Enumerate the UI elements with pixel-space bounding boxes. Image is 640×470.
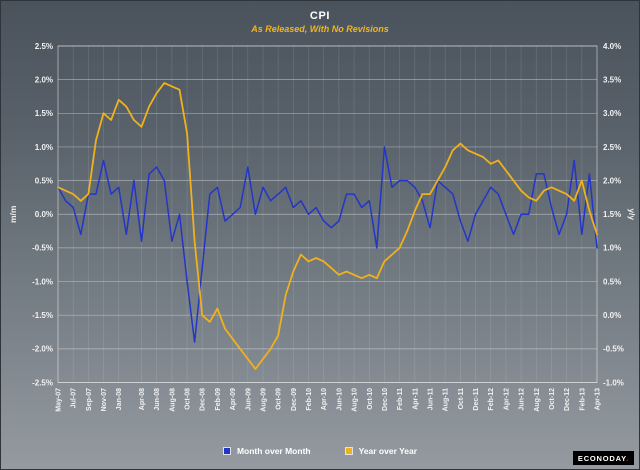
x-axis-tick-label: Nov-07: [101, 388, 108, 411]
x-axis-tick-label: Sep-07: [86, 388, 93, 411]
plot-border: [57, 45, 598, 383]
x-axis-tick-label: Dec-12: [564, 388, 571, 411]
right-axis-tick-label: -0.5%: [603, 345, 624, 354]
year-over-year-line: [57, 82, 598, 370]
legend: Month over Month Year over Year: [1, 446, 639, 456]
right-axis-tick-label: 1.5%: [603, 210, 621, 219]
left-axis-title: m/m: [8, 205, 18, 223]
x-axis-tick-label: Oct-08: [185, 388, 192, 410]
x-axis-tick-label: Dec-10: [382, 388, 389, 411]
chart-subtitle: As Released, With No Revisions: [251, 23, 389, 34]
left-axis-tick-label: -2.0%: [32, 345, 53, 354]
x-axis-tick-label: Jun-11: [427, 388, 434, 410]
econoday-logo-text: ECONODAY: [577, 454, 627, 463]
x-axis-tick-label: Dec-08: [200, 388, 207, 411]
x-axis-tick-label: Feb-10: [306, 388, 313, 411]
x-axis-tick-label: Jan-08: [116, 388, 123, 410]
x-axis-tick-label: Feb-11: [397, 388, 404, 410]
x-axis-tick-label: Oct-09: [276, 388, 283, 410]
chart-title: CPI: [309, 10, 331, 22]
x-axis-tick-label: Feb-13: [579, 388, 586, 411]
x-axis-tick-label: Oct-12: [549, 388, 556, 410]
right-axis-tick-label: 0.0%: [603, 311, 621, 320]
title-block: CPI As Released, With No Revisions: [1, 10, 639, 35]
x-axis-tick-label: Feb-09: [215, 388, 222, 411]
right-axis-tick-label: -1.0%: [603, 378, 624, 387]
x-axis-tick-label: Apr-11: [412, 388, 419, 410]
x-axis-tick-label: Apr-12: [503, 388, 510, 410]
x-axis-tick-label: Apr-10: [321, 388, 328, 410]
left-axis-tick-label: 2.0%: [35, 75, 53, 84]
right-axis-tick-label: 3.0%: [603, 109, 621, 118]
econoday-logo: ECONODAY.: [572, 451, 634, 465]
legend-item-year-over-year: Year over Year: [344, 446, 418, 456]
x-axis-tick-label: Oct-11: [458, 388, 465, 410]
month-over-month-line: [57, 146, 598, 343]
right-axis-title: y/y: [627, 208, 637, 220]
left-axis-tick-label: -1.5%: [32, 311, 53, 320]
x-axis-tick-label: Jun-10: [336, 388, 343, 411]
x-axis-tick-label: Jul-07: [71, 388, 78, 408]
x-axis-tick-label: Aug-11: [443, 388, 450, 411]
right-axis-tick-label: 3.5%: [603, 75, 621, 84]
x-axis-tick-label: Jun-08: [154, 388, 161, 411]
x-axis-tick-label: Aug-10: [352, 388, 359, 412]
month-over-month-swatch-icon: [222, 447, 231, 455]
legend-label-year-over-year: Year over Year: [358, 446, 418, 456]
legend-label-month-over-month: Month over Month: [236, 446, 311, 456]
left-axis-tick-label: -1.0%: [32, 277, 53, 286]
right-axis-tick-label: 0.5%: [603, 277, 621, 286]
left-axis-tick-label: 1.5%: [35, 109, 53, 118]
right-axis-tick-label: 2.0%: [603, 176, 621, 185]
right-axis-tick-label: 1.0%: [603, 244, 621, 253]
left-axis-tick-label: -2.5%: [32, 378, 53, 387]
x-axis-tick-label: Dec-11: [473, 388, 480, 411]
x-axis-tick-label: Aug-09: [260, 388, 267, 412]
right-axis-tick-label: 4.0%: [603, 42, 621, 51]
x-axis-tick-label: Jun-12: [519, 388, 526, 411]
x-axis-tick-label: Apr-09: [230, 388, 237, 410]
x-axis-tick-label: Jun-09: [245, 388, 252, 411]
x-axis-tick-label: Dec-09: [291, 388, 298, 411]
left-axis-tick-label: 2.5%: [35, 42, 53, 51]
legend-item-month-over-month: Month over Month: [222, 446, 311, 456]
year-over-year-swatch-icon: [344, 447, 353, 455]
x-axis-tick-label: Aug-08: [169, 388, 176, 412]
left-axis-tick-label: -0.5%: [32, 244, 53, 253]
x-axis-tick-label: May-07: [56, 388, 63, 412]
left-axis-tick-label: 0.0%: [35, 210, 53, 219]
right-axis-tick-label: 2.5%: [603, 143, 621, 152]
x-axis-tick-label: Apr-13: [595, 388, 602, 410]
econoday-logo-dot: .: [626, 454, 629, 463]
x-axis-tick-label: Oct-10: [367, 388, 374, 410]
left-axis-tick-label: 0.5%: [35, 176, 53, 185]
x-axis-tick-label: Feb-12: [488, 388, 495, 411]
left-axis-tick-label: 1.0%: [35, 143, 53, 152]
x-axis-tick-label: Apr-08: [139, 388, 146, 410]
x-axis-tick-label: Aug-12: [534, 388, 541, 412]
